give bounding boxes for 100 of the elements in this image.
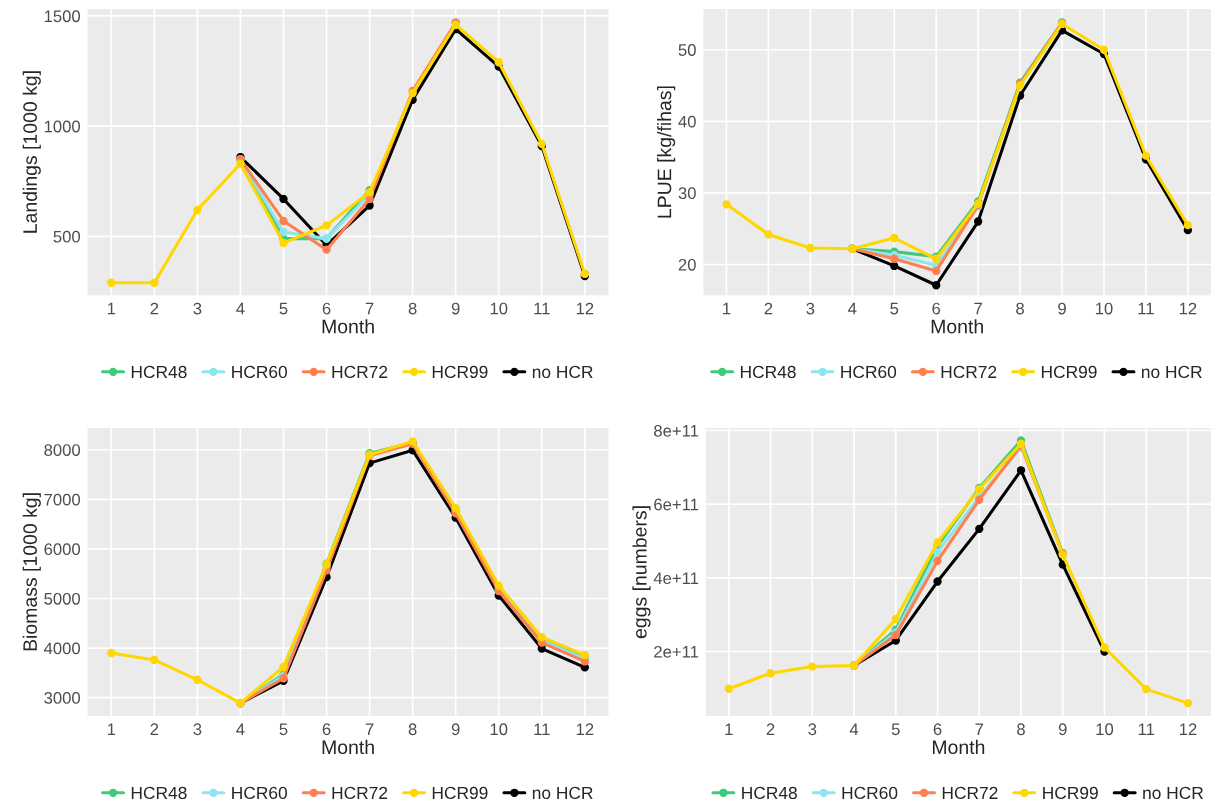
- x-tick-label: 11: [1138, 723, 1155, 735]
- x-tick-label: 9: [1058, 302, 1066, 315]
- point: [236, 159, 245, 168]
- y-tick-label: 500: [53, 230, 81, 243]
- point: [933, 556, 942, 566]
- x-tick-label: 12: [1179, 302, 1197, 315]
- legend-label: HCR99: [432, 365, 488, 379]
- legend-label: HCR72: [332, 786, 388, 800]
- x-tick-label: 4: [236, 302, 245, 315]
- y-tick-label: 5000: [44, 592, 81, 605]
- x-tick-label: 2: [150, 302, 159, 315]
- x-tick-label: 10: [490, 723, 508, 736]
- x-axis-title: Month: [322, 739, 374, 755]
- point: [932, 266, 941, 276]
- legend-label: HCR48: [740, 365, 796, 379]
- x-tick-label: 4: [236, 723, 245, 735]
- point: [1016, 466, 1026, 475]
- legend-label: HCR72: [942, 786, 998, 800]
- x-tick-label: 7: [365, 302, 374, 315]
- x-tick-label: 3: [808, 723, 817, 736]
- legend-label: HCR72: [941, 365, 997, 379]
- x-tick-label: 11: [534, 302, 550, 315]
- y-tick-label: 2e+11: [654, 645, 699, 658]
- point: [322, 221, 331, 230]
- x-tick-label: 11: [1138, 302, 1154, 315]
- y-axis-title: LPUE [kg/fihas]: [657, 86, 676, 218]
- point: [891, 614, 900, 624]
- point: [279, 227, 288, 237]
- x-tick-label: 9: [451, 723, 460, 736]
- x-tick-label: 7: [975, 723, 984, 735]
- y-tick-label: 3000: [44, 692, 81, 704]
- x-axis-title: Month: [322, 319, 374, 334]
- point: [1099, 45, 1109, 54]
- x-tick-label: 1: [107, 302, 116, 315]
- x-tick-label: 1: [725, 723, 733, 735]
- y-tick-label: 50: [678, 44, 696, 56]
- x-tick-label: 10: [1096, 723, 1114, 736]
- x-tick-label: 8: [408, 302, 417, 315]
- point: [1141, 151, 1151, 160]
- x-tick-label: 9: [1058, 723, 1067, 736]
- point: [722, 200, 731, 209]
- y-tick-label: 1500: [44, 10, 81, 23]
- x-tick-label: 6: [322, 302, 331, 315]
- x-tick-label: 10: [1095, 302, 1113, 315]
- y-tick-label: 40: [678, 115, 696, 128]
- point: [1100, 643, 1109, 652]
- point: [890, 261, 899, 271]
- x-tick-label: 10: [490, 302, 508, 315]
- y-axis-title: eggs [numbers]: [632, 506, 651, 639]
- point: [279, 662, 288, 672]
- legend-label: HCR99: [1043, 786, 1098, 800]
- point: [279, 194, 288, 204]
- x-tick-label: 5: [890, 302, 899, 315]
- legend-label: HCR60: [232, 365, 287, 379]
- x-tick-label: 6: [932, 302, 941, 315]
- y-tick-label: 20: [678, 258, 696, 271]
- x-tick-label: 8: [408, 723, 417, 736]
- y-tick-label: 8e+11: [654, 424, 699, 437]
- x-tick-label: 4: [849, 723, 859, 735]
- legend-label: HCR60: [841, 365, 897, 379]
- legend-label: HCR60: [232, 786, 287, 800]
- point: [322, 245, 331, 254]
- legend-label: HCR72: [332, 365, 388, 379]
- y-axis-title: Biomass [1000 kg]: [22, 493, 41, 651]
- point: [764, 230, 773, 239]
- point: [973, 217, 983, 226]
- point: [1183, 220, 1193, 230]
- y-tick-label: 8000: [44, 444, 81, 456]
- x-tick-label: 8: [1016, 302, 1024, 315]
- point: [1183, 698, 1193, 708]
- y-tick-label: 6000: [44, 543, 81, 556]
- x-tick-label: 11: [534, 723, 550, 735]
- point: [279, 216, 288, 226]
- x-tick-label: 4: [848, 302, 857, 315]
- legend-label: HCR48: [131, 786, 187, 800]
- point: [806, 243, 815, 253]
- point: [1142, 684, 1151, 694]
- point: [150, 655, 159, 665]
- legend-label: HCR48: [742, 786, 797, 800]
- y-tick-label: 30: [678, 187, 696, 200]
- point: [766, 669, 775, 678]
- point: [107, 648, 116, 658]
- point: [808, 662, 817, 671]
- x-tick-label: 3: [193, 302, 202, 315]
- x-axis-title: Month: [931, 319, 983, 334]
- x-tick-label: 3: [806, 302, 815, 315]
- y-tick-label: 1000: [44, 120, 81, 133]
- legend-label: HCR48: [131, 365, 187, 379]
- y-tick-label: 4000: [43, 642, 81, 655]
- x-tick-label: 1: [107, 723, 116, 735]
- legend-label: HCR60: [842, 786, 898, 800]
- x-tick-label: 1: [723, 302, 731, 315]
- point: [150, 278, 159, 287]
- x-axis-title: Month: [932, 739, 985, 755]
- x-tick-label: 6: [322, 723, 331, 736]
- x-tick-label: 9: [451, 302, 460, 315]
- point: [107, 278, 116, 287]
- point: [279, 238, 288, 248]
- legend-label: HCR99: [1041, 365, 1097, 379]
- x-tick-label: 8: [1017, 723, 1025, 736]
